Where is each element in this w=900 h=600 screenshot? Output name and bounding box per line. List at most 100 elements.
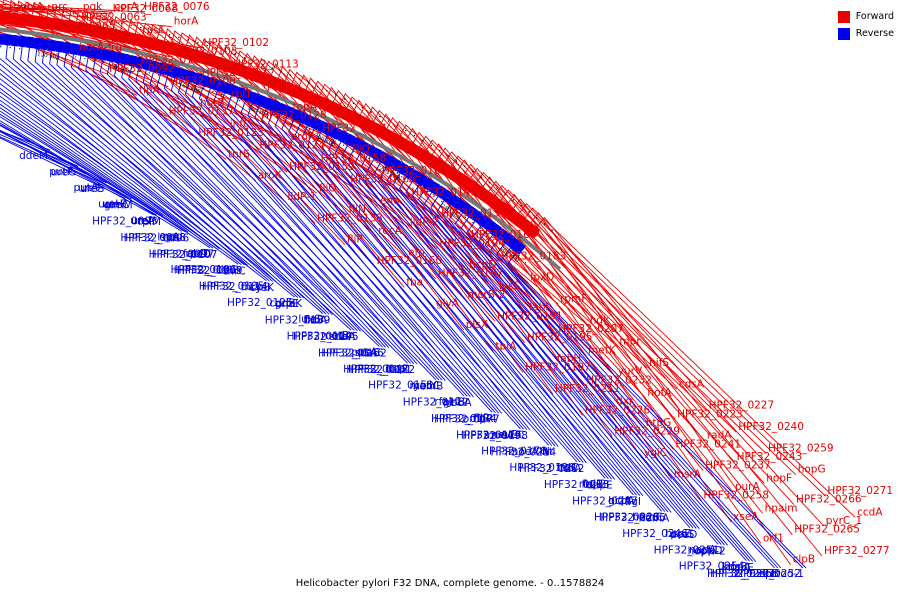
label-leader xyxy=(0,99,189,233)
gene-label: lspA xyxy=(157,231,180,243)
gene-label: rpoD xyxy=(186,248,212,260)
gene-label: fliN xyxy=(349,204,366,216)
track-dot xyxy=(480,227,482,229)
track-dot xyxy=(326,90,328,92)
gene-label: HPF32_0165 xyxy=(350,174,416,186)
gene-arrow xyxy=(27,14,38,28)
label-leader xyxy=(113,63,383,348)
gene-arrow xyxy=(76,44,87,57)
gene-label: HPF32_0227 xyxy=(709,400,775,412)
gene-label: thrS xyxy=(228,148,250,160)
gene-arrow xyxy=(9,34,20,47)
gene-arrow xyxy=(465,206,478,220)
label-leader xyxy=(341,144,634,496)
gene-label: hemA xyxy=(639,512,670,524)
label-leader xyxy=(267,111,503,414)
gene-label: HPF32_0138 xyxy=(317,212,383,224)
label-leader xyxy=(448,208,700,530)
gene-arrow xyxy=(63,19,75,33)
track-dot xyxy=(274,113,276,115)
gene-label: HPF32_0187 xyxy=(438,268,504,280)
gene-arrow xyxy=(344,133,356,147)
gene-label: HPF32_0106 xyxy=(171,264,237,276)
label-leader xyxy=(319,83,618,348)
track-dot xyxy=(203,87,205,90)
legend-reverse-swatch xyxy=(837,27,850,40)
gene-label: purA xyxy=(735,481,761,493)
label-leader xyxy=(494,184,795,505)
gene-label: oppD xyxy=(695,545,723,557)
gene-label: HPF32_0265 xyxy=(794,524,860,536)
track-dot xyxy=(480,176,482,178)
gene-label: moeA-C xyxy=(484,430,525,442)
label-leader xyxy=(0,113,161,216)
gene-arrow xyxy=(127,54,138,68)
gene-label: HPF32_0104 xyxy=(141,54,207,66)
label-leader xyxy=(127,19,346,245)
label-leader xyxy=(0,16,171,58)
gene-label: corA xyxy=(114,1,139,13)
track-dot xyxy=(206,44,208,47)
label-leader xyxy=(0,44,270,282)
label-leader-lines xyxy=(0,0,856,569)
gene-label: HPF32_0217 xyxy=(572,496,638,508)
gene-arrow xyxy=(484,219,497,233)
label-leader xyxy=(536,216,823,557)
gene-label: fabD xyxy=(183,248,208,260)
label-leader xyxy=(191,83,443,381)
label-leader xyxy=(16,0,258,152)
track-dot xyxy=(139,69,141,72)
label-leader xyxy=(134,20,377,237)
track-dot xyxy=(47,51,49,54)
gene-label: rpmI xyxy=(263,80,287,92)
gene-label: metB xyxy=(321,330,349,342)
track-dot xyxy=(168,33,171,36)
gene-label: rplT xyxy=(231,88,252,100)
gene-label: cpdB xyxy=(269,298,295,310)
gene-label: ygiC xyxy=(644,447,667,459)
gene-arrow xyxy=(143,36,155,50)
gene-label: HPF32_0113 xyxy=(233,58,299,70)
label-leader xyxy=(149,71,437,380)
gene-label: HPF32_0213 xyxy=(544,479,610,491)
gene-arrow xyxy=(507,237,521,251)
track-dot xyxy=(215,47,218,50)
label-leader xyxy=(53,5,319,164)
label-leader xyxy=(524,207,856,518)
label-leader xyxy=(98,12,316,224)
track-dot xyxy=(510,250,512,252)
gene-label: HPF32_0214 xyxy=(491,446,557,458)
label-leader xyxy=(214,42,435,309)
track-dot xyxy=(517,256,519,258)
gene-label: recA xyxy=(378,225,402,237)
gene-label: fliO xyxy=(319,182,337,194)
track-dot xyxy=(28,49,30,51)
gene-label: lysS xyxy=(499,280,521,292)
gene-label: HPF32_0161 xyxy=(346,364,412,376)
gene-label: HPF32_0097 xyxy=(149,248,215,260)
gene-arrow xyxy=(150,37,162,52)
label-leader xyxy=(354,151,612,480)
label-leader xyxy=(506,193,762,544)
gene-label: HPF32_0255 xyxy=(600,512,666,524)
label-leader xyxy=(20,46,274,282)
gene-label: hopA xyxy=(724,561,752,573)
gene-label: HPF32_0147 xyxy=(343,363,409,375)
gene-label: neuB xyxy=(491,429,518,441)
gene-label: fabI xyxy=(529,302,549,314)
gene-label: ybbA xyxy=(445,397,473,409)
gene-arrow xyxy=(49,17,60,31)
gene-label: HPF32_0197 xyxy=(525,362,591,374)
label-leader xyxy=(512,198,793,535)
label-leader xyxy=(242,52,465,331)
gene-label: HPF32_0143 xyxy=(411,186,477,198)
label-leader xyxy=(399,176,644,497)
label-leader xyxy=(128,66,361,332)
label-leader xyxy=(226,95,496,414)
track-dot xyxy=(37,50,40,52)
legend-forward: Forward xyxy=(837,8,894,25)
legend-forward-label: Forward xyxy=(855,11,894,22)
gene-label: rfaJ-1 xyxy=(434,396,462,408)
label-leader xyxy=(34,48,324,314)
label-leader xyxy=(99,59,333,316)
